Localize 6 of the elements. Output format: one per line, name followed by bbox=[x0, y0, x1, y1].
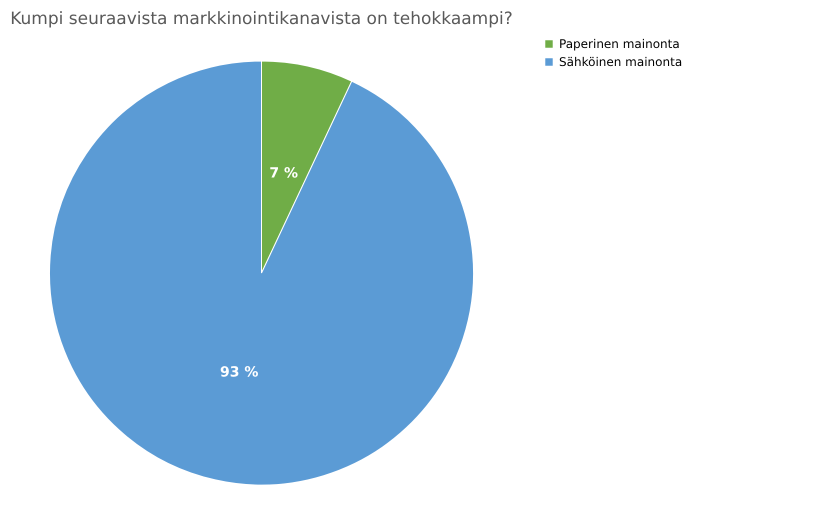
data-label: 7 % bbox=[269, 165, 298, 182]
legend-label: Sähköinen mainonta bbox=[559, 55, 682, 69]
pie-slice bbox=[49, 60, 474, 486]
chart-title: Kumpi seuraavista markkinointikanavista on tehokkaampi? bbox=[10, 9, 513, 29]
data-label: 93 % bbox=[220, 364, 258, 381]
legend-label: Paperinen mainonta bbox=[559, 37, 680, 51]
